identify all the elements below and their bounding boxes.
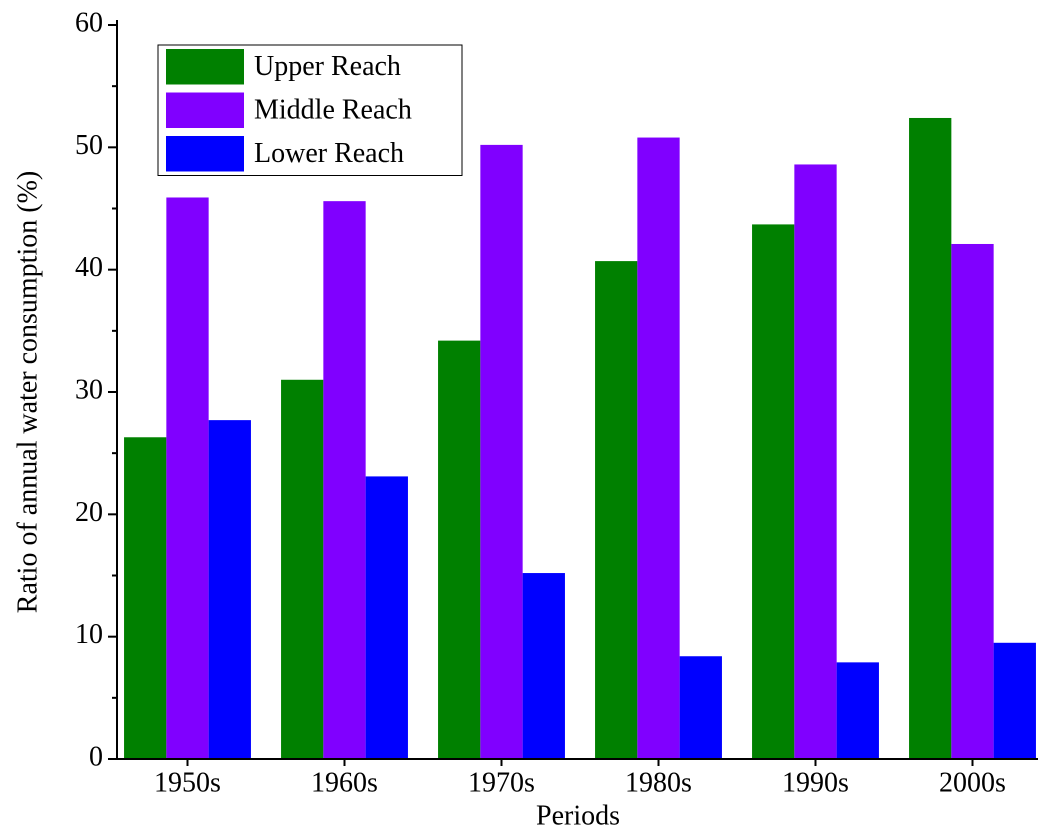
x-tick-label: 2000s xyxy=(939,767,1006,798)
bar xyxy=(836,662,879,759)
bar xyxy=(951,243,994,759)
bar xyxy=(323,201,366,759)
y-axis-label: Ratio of annual water consumption (%) xyxy=(12,171,43,613)
bar xyxy=(480,144,523,760)
legend-label: Middle Reach xyxy=(254,95,412,126)
x-tick-label: 1970s xyxy=(468,767,535,798)
bar xyxy=(909,117,952,760)
x-tick-label: 1980s xyxy=(625,767,692,798)
x-tick-label: 1950s xyxy=(154,767,221,798)
x-tick-label: 1960s xyxy=(311,767,378,798)
bar xyxy=(637,137,680,760)
y-tick-label: 40 xyxy=(75,252,103,283)
bar xyxy=(438,340,481,759)
bar xyxy=(595,261,638,759)
bar xyxy=(993,642,1036,759)
legend-label: Lower Reach xyxy=(254,138,404,169)
bar xyxy=(522,573,565,759)
bar xyxy=(208,420,251,759)
legend-swatch xyxy=(166,136,244,172)
bar xyxy=(794,164,837,759)
x-tick-label: 1990s xyxy=(782,767,849,798)
y-tick-label: 50 xyxy=(75,130,103,161)
legend-label: Upper Reach xyxy=(254,51,401,82)
y-tick-label: 20 xyxy=(75,497,103,528)
x-axis-label: Periods xyxy=(536,800,620,831)
bar xyxy=(124,437,167,759)
y-tick-label: 0 xyxy=(89,741,103,772)
bar xyxy=(752,224,795,760)
legend-swatch xyxy=(166,92,244,128)
y-tick-label: 60 xyxy=(75,7,103,38)
y-tick-label: 30 xyxy=(75,374,103,405)
bar xyxy=(679,656,722,759)
bar xyxy=(365,476,408,759)
legend-swatch xyxy=(166,49,244,85)
y-tick-label: 10 xyxy=(75,619,103,650)
bar xyxy=(281,379,324,759)
bar xyxy=(166,197,209,760)
